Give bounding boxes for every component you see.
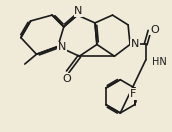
Text: HN: HN (152, 57, 167, 67)
Text: N: N (74, 6, 83, 16)
Text: F: F (130, 89, 136, 99)
Text: N: N (58, 42, 66, 52)
Text: O: O (150, 25, 159, 35)
Text: N: N (131, 39, 139, 50)
Text: O: O (62, 74, 71, 84)
